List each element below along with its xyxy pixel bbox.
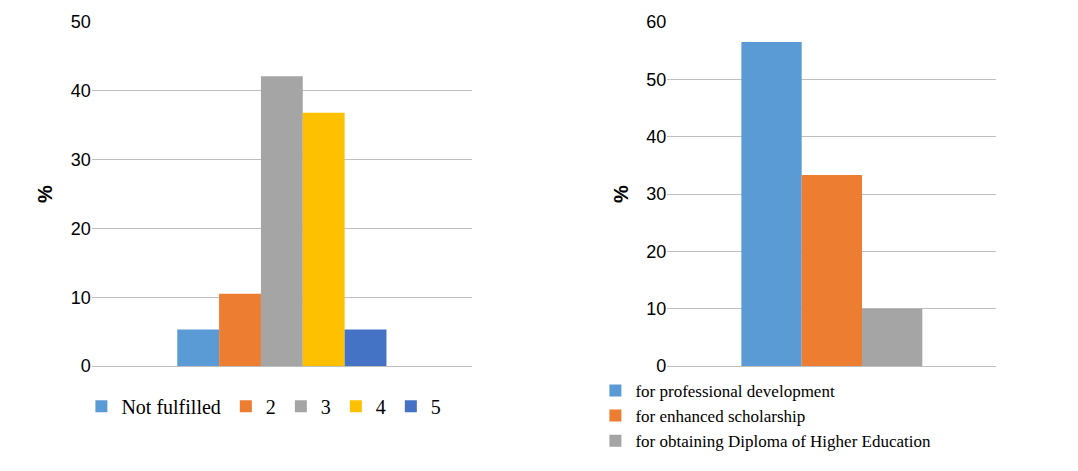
- svg-text:10: 10: [71, 288, 91, 308]
- svg-text:0: 0: [81, 356, 91, 376]
- svg-text:20: 20: [71, 219, 91, 239]
- svg-text:%: %: [34, 185, 56, 203]
- svg-text:3: 3: [321, 396, 331, 418]
- svg-text:for professional development: for professional development: [635, 382, 834, 401]
- svg-text:2: 2: [266, 396, 276, 418]
- svg-text:60: 60: [646, 12, 666, 32]
- svg-text:Not fulfilled: Not fulfilled: [121, 396, 220, 418]
- svg-text:%: %: [610, 185, 632, 203]
- svg-text:for obtaining Diploma of Highe: for obtaining Diploma of Higher Educatio…: [635, 432, 931, 451]
- svg-text:for enhanced scholarship: for enhanced scholarship: [635, 407, 805, 426]
- svg-text:20: 20: [646, 242, 666, 262]
- svg-text:4: 4: [376, 396, 386, 418]
- svg-text:0: 0: [656, 356, 666, 376]
- svg-text:30: 30: [71, 150, 91, 170]
- svg-text:10: 10: [646, 299, 666, 319]
- svg-text:5: 5: [431, 396, 441, 418]
- svg-text:50: 50: [71, 12, 91, 32]
- svg-text:40: 40: [646, 127, 666, 147]
- svg-text:30: 30: [646, 184, 666, 204]
- svg-text:40: 40: [71, 81, 91, 101]
- svg-text:50: 50: [646, 70, 666, 90]
